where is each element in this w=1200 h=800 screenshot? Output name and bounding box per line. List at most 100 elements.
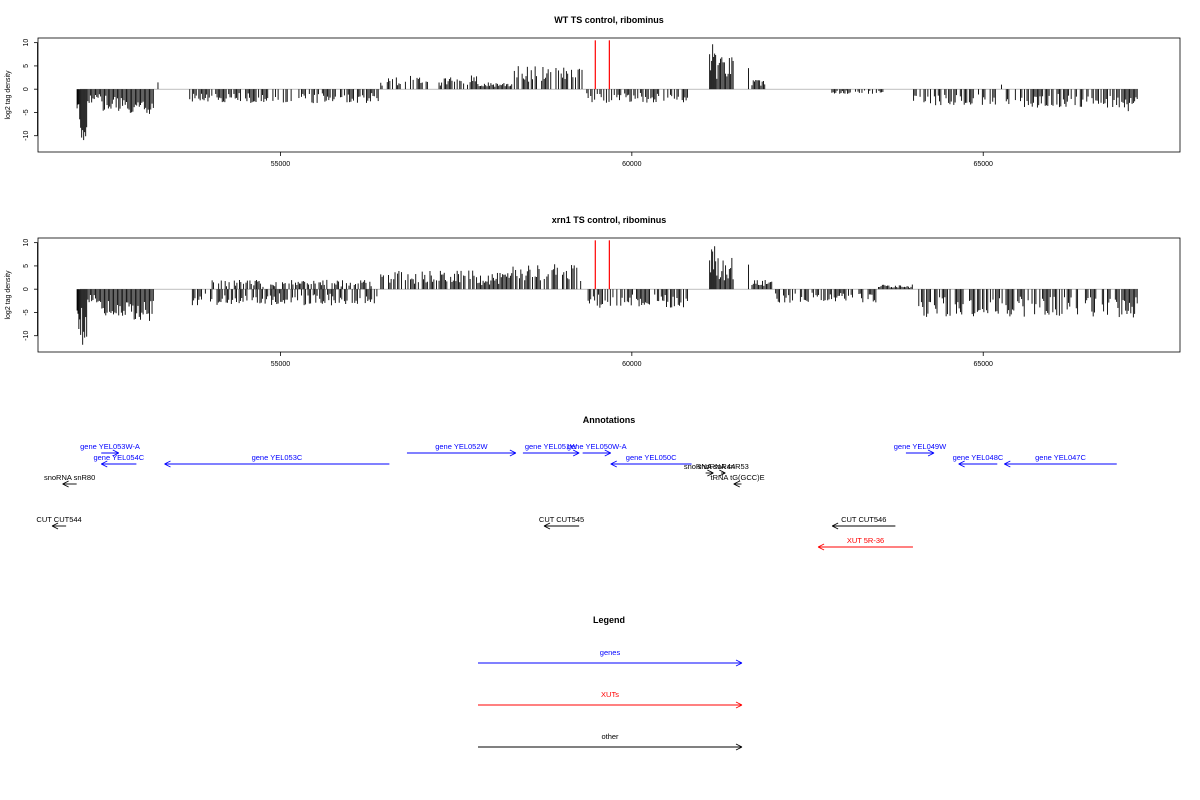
y-tick-label: 10 [23, 239, 30, 247]
density-segment [1123, 289, 1138, 318]
wt-plot-frame [37, 37, 1181, 153]
annotation-label: gene YEL051W [525, 442, 578, 451]
annotation-feature: tRNA tG(GCC)E [711, 473, 765, 488]
legend-item: other [478, 732, 743, 751]
y-tick-label: 5 [23, 64, 30, 68]
annotation-feature: gene YEL053W-A [80, 442, 140, 457]
density-segment [380, 270, 478, 290]
density-segment [477, 82, 513, 90]
density-segment [87, 89, 102, 103]
x-tick-label: 60000 [622, 161, 642, 168]
annotation-arrow [831, 522, 896, 530]
density-segment [76, 289, 81, 329]
density-segment [189, 89, 379, 104]
density-segment [709, 44, 717, 90]
annotation-label: gene YEL050W-A [567, 442, 627, 451]
annotation-feature: CUT CUT544 [36, 515, 82, 530]
density-segment [87, 289, 102, 303]
xrn1-y-axis-label: log2 tag density [5, 270, 12, 320]
annotation-feature: gene YEL052W [406, 442, 517, 457]
y-tick-label: -10 [23, 331, 30, 341]
density-segment [709, 246, 717, 290]
annotation-arrow [543, 522, 580, 530]
wt-tag-density-panel: WT TS control, ribominus log2 tag densit… [5, 15, 1181, 168]
xrn1-plot-frame [37, 237, 1181, 353]
wt-x-axis: 55000 60000 65000 [271, 152, 993, 168]
wt-density-bars [76, 44, 1138, 141]
density-segment [80, 289, 88, 345]
legend-item: XUTs [478, 690, 743, 709]
annotation-label: gene YEL047C [1035, 453, 1086, 462]
density-segment [913, 89, 996, 106]
annotation-arrow [817, 543, 913, 551]
annotation-arrow [1004, 460, 1117, 468]
annotation-features: gene YEL053W-A gene YEL054C gene YEL053C ge… [36, 442, 1117, 551]
wt-red-markers [594, 40, 610, 90]
x-tick-label: 65000 [973, 161, 993, 168]
annotation-feature: gene YEL048C [953, 453, 1004, 468]
annotation-arrow [705, 469, 714, 477]
density-segment [586, 89, 688, 103]
density-segment [101, 289, 126, 316]
annotation-arrow [719, 469, 726, 477]
density-segment [76, 89, 81, 120]
annotation-label: CUT CUT546 [841, 515, 886, 524]
density-segment [380, 75, 478, 90]
density-segment [191, 289, 378, 306]
annotation-label: snoRNA snR80 [44, 473, 95, 482]
annotation-feature: gene YEL049W [894, 442, 947, 457]
y-tick-label: 10 [23, 39, 30, 47]
xrn1-red-markers [594, 240, 610, 290]
annotation-label: XUT 5R-36 [847, 536, 884, 545]
legend: Legend genes XUTs other [478, 615, 743, 751]
y-tick-label: 0 [23, 287, 30, 291]
annotations-title: Annotations [583, 415, 636, 425]
y-tick-label: 5 [23, 264, 30, 268]
annotation-feature: CUT CUT546 [831, 515, 896, 530]
annotation-label: gene YEL053W-A [80, 442, 140, 451]
annotation-feature: snoRNA snR80 [44, 473, 95, 488]
annotation-feature: gene YEL053C [164, 453, 390, 468]
legend-title: Legend [593, 615, 625, 625]
density-segment [101, 89, 126, 111]
annotation-arrow [51, 522, 67, 530]
density-segment [126, 89, 154, 114]
annotation-label: gene YEL052W [435, 442, 488, 451]
density-segment [751, 280, 773, 290]
x-tick-label: 55000 [271, 361, 291, 368]
density-segment [587, 289, 688, 308]
legend-arrow [478, 743, 743, 751]
wt-panel-title: WT TS control, ribominus [554, 15, 664, 25]
annotation-feature: gene YEL054C [93, 453, 145, 468]
annotation-arrow [958, 460, 998, 468]
annotation-label: gene YEL054C [93, 453, 144, 462]
y-tick-label: 0 [23, 87, 30, 91]
annotation-label: gene YEL050C [626, 453, 677, 462]
annotation-feature: gene YEL050C [610, 453, 692, 468]
annotation-feature: XUT 5R-36 [817, 536, 913, 551]
density-segment [1123, 89, 1138, 112]
wt-y-axis-label: log2 tag density [5, 70, 12, 120]
y-tick-label: -10 [23, 131, 30, 141]
annotation-label: gene YEL053C [252, 453, 303, 462]
density-segment [512, 264, 582, 290]
annotation-arrow [164, 460, 390, 468]
annotation-feature: gene YEL050W-A [567, 442, 627, 457]
annotation-feature: gene YEL047C [1004, 453, 1117, 468]
annotation-label: snoRNA snR53 [698, 462, 749, 471]
annotation-arrow [406, 449, 517, 457]
xrn1-y-axis: -10 -5 0 5 10 [23, 239, 38, 341]
y-tick-label: -5 [23, 109, 30, 115]
annotation-arrow [101, 449, 120, 457]
annotation-feature: snoRNA snR44 [684, 462, 735, 477]
annotation-label: gene YEL049W [894, 442, 947, 451]
annotation-arrow [582, 449, 611, 457]
annotation-feature: gene YEL051W [522, 442, 580, 457]
density-segment [751, 80, 766, 90]
annotation-arrow [905, 449, 935, 457]
annotation-label: snoRNA snR44 [684, 462, 735, 471]
density-segment [878, 284, 913, 290]
annotation-arrow [610, 460, 692, 468]
x-tick-label: 60000 [622, 361, 642, 368]
